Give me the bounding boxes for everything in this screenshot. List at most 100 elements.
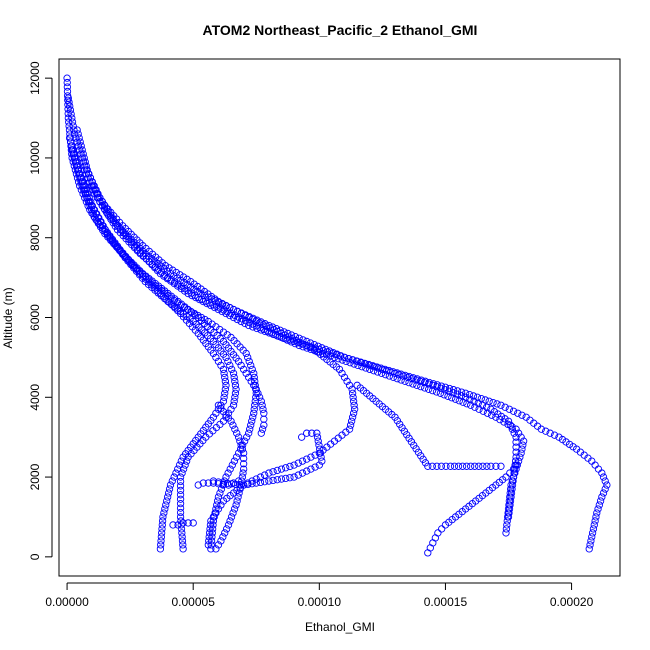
plot-frame bbox=[58, 58, 621, 577]
data-point bbox=[286, 474, 294, 482]
data-point bbox=[86, 174, 95, 182]
data-point bbox=[247, 421, 255, 429]
data-point bbox=[432, 388, 441, 396]
chart-title: ATOM2 Northeast_Pacific_2 Ethanol_GMI bbox=[203, 22, 478, 38]
data-point bbox=[433, 381, 442, 389]
series-group bbox=[424, 461, 520, 557]
data-point bbox=[176, 482, 185, 490]
data-point bbox=[514, 457, 523, 465]
data-point bbox=[505, 405, 513, 413]
data-point bbox=[174, 521, 182, 529]
data-point bbox=[81, 186, 89, 194]
data-point bbox=[156, 545, 165, 553]
data-point bbox=[445, 387, 453, 395]
data-point bbox=[512, 438, 520, 446]
data-point bbox=[503, 517, 511, 525]
data-point bbox=[505, 497, 513, 505]
data-point bbox=[233, 429, 241, 437]
data-point bbox=[437, 382, 446, 390]
data-point bbox=[259, 405, 267, 413]
data-point bbox=[250, 369, 258, 377]
data-point bbox=[197, 289, 205, 298]
data-point bbox=[207, 545, 215, 553]
data-point bbox=[507, 481, 515, 489]
data-point bbox=[221, 377, 230, 385]
data-point bbox=[317, 453, 325, 461]
data-point bbox=[497, 401, 505, 409]
data-point bbox=[437, 462, 446, 470]
data-point bbox=[63, 83, 72, 91]
data-point bbox=[63, 78, 71, 87]
data-point bbox=[84, 202, 92, 210]
data-point bbox=[212, 545, 220, 553]
data-point bbox=[63, 74, 71, 82]
data-point bbox=[265, 469, 273, 477]
data-point bbox=[483, 409, 492, 417]
data-point bbox=[349, 409, 358, 417]
data-point bbox=[213, 501, 221, 509]
data-point bbox=[161, 261, 170, 270]
data-point bbox=[205, 299, 213, 307]
data-point bbox=[226, 303, 234, 312]
data-point bbox=[69, 150, 77, 158]
data-point bbox=[599, 489, 608, 497]
data-point bbox=[294, 459, 302, 467]
data-point bbox=[224, 481, 233, 489]
data-point bbox=[502, 473, 510, 481]
data-point bbox=[252, 393, 260, 401]
data-point bbox=[98, 202, 107, 210]
data-point bbox=[65, 126, 74, 134]
data-point bbox=[252, 385, 260, 393]
data-point bbox=[68, 114, 76, 122]
data-point bbox=[338, 369, 346, 377]
data-point bbox=[212, 302, 221, 311]
data-point bbox=[377, 364, 385, 372]
data-point bbox=[248, 480, 256, 488]
data-point bbox=[298, 433, 306, 441]
data-point bbox=[159, 513, 167, 521]
data-point bbox=[213, 497, 222, 505]
data-point bbox=[189, 519, 197, 527]
data-point bbox=[231, 377, 239, 385]
data-point bbox=[252, 317, 260, 325]
data-point bbox=[504, 513, 512, 521]
data-point bbox=[161, 505, 169, 513]
data-point bbox=[314, 437, 322, 445]
data-point bbox=[207, 541, 215, 549]
data-point bbox=[234, 493, 242, 501]
data-point bbox=[70, 126, 78, 134]
data-point bbox=[348, 356, 357, 364]
data-point bbox=[180, 303, 188, 312]
data-point bbox=[157, 537, 165, 545]
data-point bbox=[211, 509, 219, 517]
data-point bbox=[176, 500, 185, 508]
data-point bbox=[481, 396, 489, 404]
data-point bbox=[212, 505, 220, 513]
data-point bbox=[587, 537, 595, 545]
data-point bbox=[249, 413, 257, 421]
data-point bbox=[369, 362, 377, 370]
data-point bbox=[242, 369, 250, 377]
data-point bbox=[179, 545, 187, 553]
data-point bbox=[239, 460, 248, 468]
data-point bbox=[345, 381, 354, 389]
data-point bbox=[72, 158, 80, 166]
data-point bbox=[504, 420, 512, 429]
data-point bbox=[429, 380, 437, 388]
data-point bbox=[158, 529, 166, 537]
data-point bbox=[603, 481, 611, 489]
data-point bbox=[373, 363, 381, 371]
data-point bbox=[303, 455, 311, 463]
data-point bbox=[506, 485, 515, 493]
data-point bbox=[241, 311, 249, 320]
data-point bbox=[232, 453, 241, 461]
data-point bbox=[273, 466, 281, 475]
data-point bbox=[475, 462, 483, 470]
data-point bbox=[81, 158, 89, 166]
data-point bbox=[158, 521, 166, 529]
data-point bbox=[73, 174, 82, 182]
series-group bbox=[353, 381, 505, 470]
data-point bbox=[250, 405, 258, 413]
data-point bbox=[85, 198, 94, 206]
data-point bbox=[98, 198, 107, 206]
